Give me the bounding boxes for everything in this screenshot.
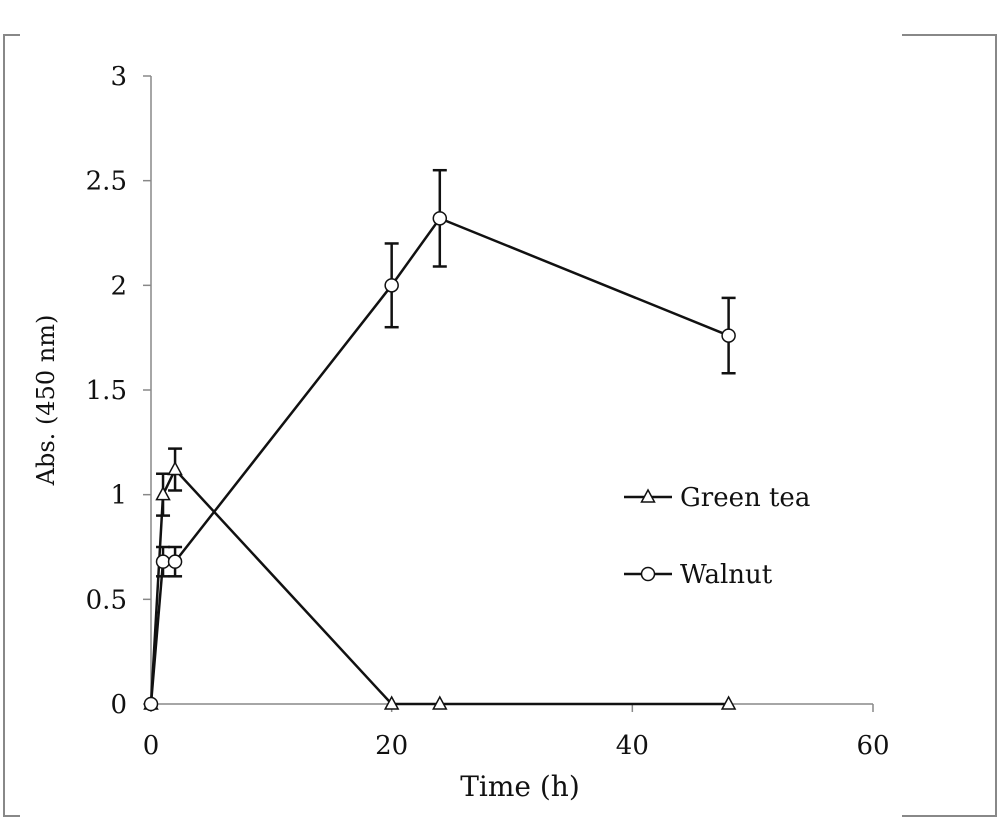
data-point-circle — [721, 328, 736, 343]
y-tick-label: 0.5 — [86, 585, 127, 615]
data-point-circle — [167, 554, 183, 569]
data-point-circle — [640, 566, 656, 582]
data-point-triangle — [167, 460, 183, 476]
y-tick-label: 3 — [110, 62, 127, 92]
data-point-triangle — [640, 488, 656, 503]
legend-label: Walnut — [680, 560, 773, 590]
y-tick-label: 0 — [110, 690, 127, 720]
data-point-triangle — [720, 695, 737, 710]
data-point-triangle — [383, 695, 400, 710]
series-walnut — [143, 168, 736, 712]
legend-entry: Walnut — [624, 560, 773, 590]
data-point-circle — [432, 211, 448, 226]
legend-label: Green tea — [680, 483, 810, 513]
x-tick-label: 60 — [856, 731, 889, 761]
y-tick-label: 1.5 — [86, 376, 127, 406]
x-tick-label: 20 — [375, 731, 408, 761]
frame-right-bracket — [902, 34, 997, 817]
y-tick-label: 2 — [110, 271, 127, 301]
data-point-circle — [384, 278, 399, 293]
series-line — [149, 467, 729, 706]
y-tick-label: 1 — [110, 481, 127, 511]
legend-entry: Green tea — [624, 483, 810, 513]
x-axis-label: Time (h) — [460, 770, 580, 803]
data-point-triangle — [155, 486, 171, 501]
x-tick-label: 40 — [616, 731, 649, 761]
series-line — [149, 216, 730, 705]
data-point-circle — [155, 554, 171, 569]
frame-left-bracket — [3, 34, 20, 817]
x-tick-label: 0 — [143, 731, 160, 761]
page-frame — [3, 34, 997, 817]
data-point-triangle — [432, 695, 448, 710]
y-tick-label: 2.5 — [86, 167, 127, 197]
data-point-circle — [143, 696, 159, 712]
y-axis-label: Abs. (450 nm) — [32, 315, 60, 487]
